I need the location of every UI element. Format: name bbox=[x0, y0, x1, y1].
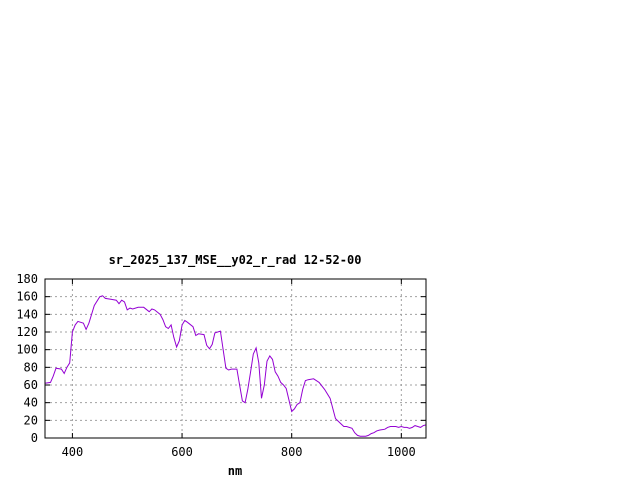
y-tick-label: 20 bbox=[24, 413, 38, 427]
y-tick-label: 40 bbox=[24, 396, 38, 410]
series-line bbox=[44, 295, 427, 437]
y-tick-label: 80 bbox=[24, 360, 38, 374]
y-tick-label: 60 bbox=[24, 378, 38, 392]
series-layer bbox=[44, 295, 427, 437]
plot-frame bbox=[44, 278, 427, 439]
y-tick-label: 160 bbox=[16, 290, 38, 304]
y-tick-label: 100 bbox=[16, 343, 38, 357]
y-tick-label: 120 bbox=[16, 325, 38, 339]
chart-title: sr_2025_137_MSE__y02_r_rad 12-52-00 bbox=[109, 253, 362, 268]
x-tick-label: 600 bbox=[171, 445, 193, 459]
x-tick-label: 800 bbox=[281, 445, 303, 459]
x-tick-label: 1000 bbox=[387, 445, 416, 459]
y-tick-label: 180 bbox=[16, 272, 38, 286]
grid bbox=[45, 279, 426, 438]
x-axis: 400 600 800 1000 bbox=[62, 279, 416, 459]
y-axis: 0 20 40 60 80 100 120 140 160 180 bbox=[16, 272, 426, 445]
y-tick-label: 0 bbox=[31, 431, 38, 445]
x-axis-label: nm bbox=[228, 464, 242, 478]
x-tick-label: 400 bbox=[62, 445, 84, 459]
y-tick-label: 140 bbox=[16, 307, 38, 321]
